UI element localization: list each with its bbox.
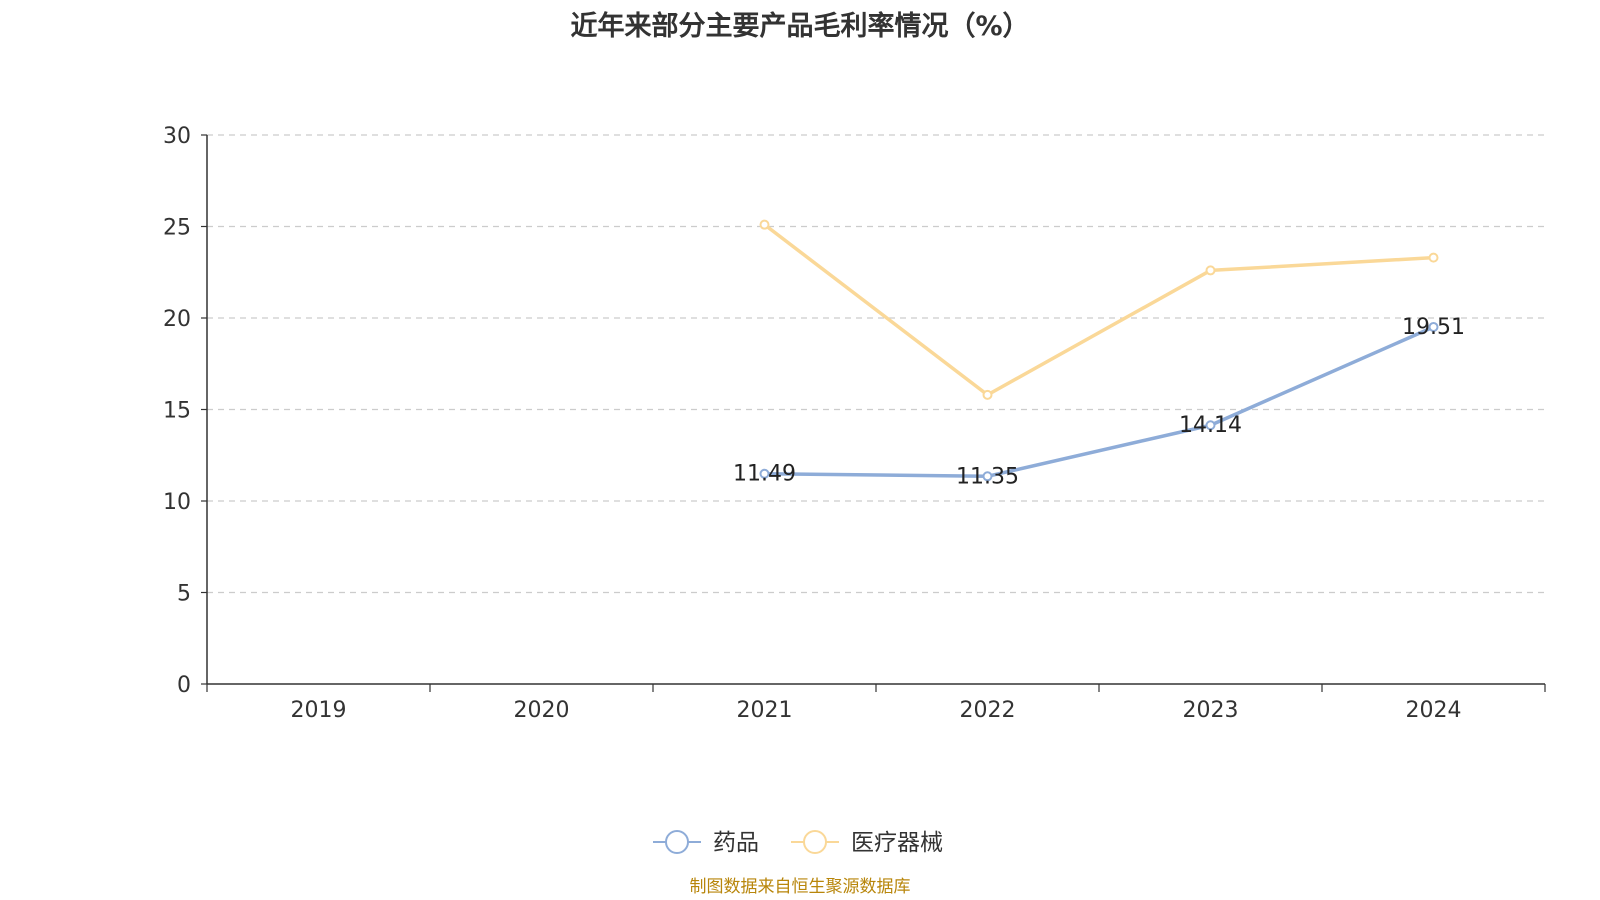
legend-label: 药品 <box>713 830 759 856</box>
data-label: 19.51 <box>1402 315 1465 340</box>
gridlines <box>207 134 1545 594</box>
y-tick-label: 25 <box>163 216 191 241</box>
data-labels: 11.49 11.35 14.14 19.51 <box>733 315 1465 489</box>
legend-label: 医疗器械 <box>851 830 943 856</box>
y-tick-label: 20 <box>163 307 191 332</box>
legend-marker <box>665 830 689 854</box>
x-tick-label: 2020 <box>514 698 570 723</box>
y-tick-label: 15 <box>163 399 191 424</box>
y-tick-label: 10 <box>163 490 191 515</box>
y-tick-label: 5 <box>177 582 191 607</box>
x-tick-label: 2024 <box>1406 698 1462 723</box>
y-tick-label: 0 <box>177 673 191 698</box>
legend-marker <box>803 830 827 854</box>
data-point <box>1205 420 1216 431</box>
series-line-0 <box>762 325 1436 479</box>
data-point <box>982 389 993 400</box>
chart-title: 近年来部分主要产品毛利率情况（%） <box>570 11 1030 42</box>
series-line-1 <box>762 222 1436 397</box>
data-point <box>759 468 770 479</box>
data-point <box>759 219 770 230</box>
data-label: 11.35 <box>956 464 1019 489</box>
data-point <box>982 471 993 482</box>
y-tick-label: 30 <box>163 124 191 149</box>
data-point <box>1428 252 1439 263</box>
axes: 0 5 10 15 20 25 30 2019 2020 2021 2022 2023 2024 <box>163 124 1546 723</box>
data-point <box>1205 265 1216 276</box>
x-tick-label: 2019 <box>291 698 347 723</box>
data-label: 11.49 <box>733 462 796 487</box>
legend: 药品 医疗器械 <box>653 830 943 856</box>
source-note: 制图数据来自恒生聚源数据库 <box>689 877 911 897</box>
x-tick-label: 2021 <box>737 698 793 723</box>
series-lines <box>759 219 1439 482</box>
x-tick-label: 2022 <box>960 698 1016 723</box>
data-label: 14.14 <box>1179 413 1242 438</box>
x-tick-label: 2023 <box>1183 698 1239 723</box>
data-point <box>1428 321 1439 332</box>
